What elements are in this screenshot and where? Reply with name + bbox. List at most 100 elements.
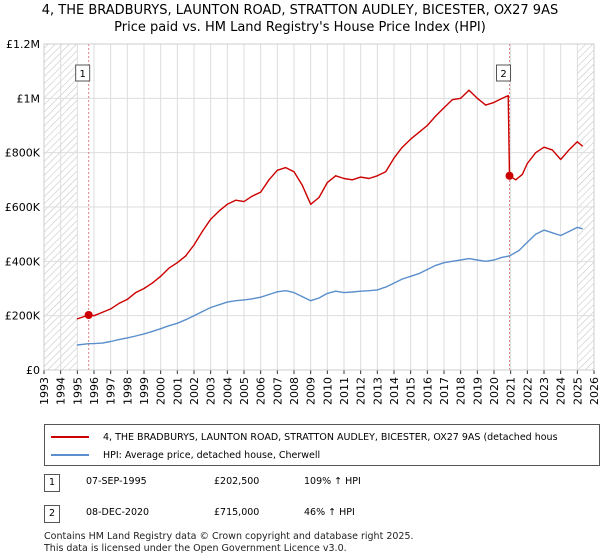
hpi-point — [576, 226, 578, 228]
price-paid-point — [460, 97, 462, 99]
x-tick-label: 2015 — [405, 377, 418, 405]
hpi-point — [401, 278, 403, 280]
sale-price: £202,500 — [214, 476, 260, 487]
price-paid-point — [335, 175, 337, 177]
hpi-point — [501, 256, 503, 258]
price-paid-point — [535, 152, 537, 154]
hpi-point — [210, 306, 212, 309]
hpi-point — [243, 299, 245, 301]
hpi-point — [526, 241, 528, 243]
price-paid-point — [126, 298, 128, 300]
legend: 4, THE BRADBURYS, LAUNTON ROAD, STRATTON… — [44, 424, 600, 466]
sale-date: 08-DEC-2020 — [86, 507, 150, 518]
hpi-point — [318, 297, 320, 299]
hpi-point — [360, 290, 362, 292]
sale-label-box — [496, 64, 511, 82]
price-paid-point — [135, 291, 137, 294]
hpi-point — [335, 290, 337, 292]
hpi-point — [343, 291, 345, 294]
footer-licence: This data is licensed under the Open Gov… — [44, 543, 347, 554]
sale-hpi-change: 46% ↑ HPI — [304, 507, 355, 518]
x-tick-label: 2021 — [505, 377, 518, 405]
hpi-point — [118, 338, 120, 341]
x-tick-label: 2006 — [255, 377, 268, 405]
price-paid-point — [401, 146, 403, 148]
legend-red-swatch — [51, 436, 89, 438]
sale-price: £715,000 — [214, 507, 260, 518]
price-paid-point — [210, 218, 212, 220]
price-paid-point — [410, 138, 412, 140]
x-tick-label: 2012 — [355, 377, 368, 405]
hpi-point — [251, 298, 253, 300]
hpi-point — [443, 262, 445, 264]
hpi-point — [310, 300, 312, 302]
hpi-point — [93, 343, 95, 345]
x-tick-label: 2020 — [488, 377, 501, 405]
hpi-series-line — [77, 226, 583, 346]
price-paid-point — [418, 131, 420, 133]
price-paid-point — [543, 146, 545, 148]
price-paid-point — [385, 171, 387, 173]
price-paid-point — [251, 195, 253, 197]
hpi-point — [418, 272, 420, 275]
price-paid-point — [168, 267, 170, 269]
y-tick-label: £1M — [17, 92, 41, 105]
hpi-point — [326, 292, 328, 294]
hpi-point — [485, 260, 487, 262]
price-paid-point — [201, 230, 203, 233]
x-tick-label: 2001 — [171, 377, 184, 405]
sale-label-number: 1 — [79, 69, 85, 80]
x-tick-label: 2005 — [238, 377, 251, 405]
hpi-point — [551, 232, 553, 234]
price-paid-point — [551, 149, 553, 151]
price-paid-point — [443, 107, 445, 109]
hpi-point — [293, 291, 295, 294]
hpi-point — [451, 260, 453, 262]
sale-label-box — [75, 64, 91, 82]
hpi-point — [581, 228, 583, 230]
price-paid-point — [515, 179, 517, 181]
hpi-point — [493, 259, 495, 261]
x-tick-label: 1998 — [121, 377, 134, 405]
x-tick-label: 1997 — [105, 377, 118, 405]
hpi-point — [351, 291, 353, 293]
price-paid-point — [451, 99, 453, 101]
price-paid-point — [110, 308, 112, 310]
price-paid-point — [101, 311, 103, 314]
y-tick-label: £1.2M — [6, 38, 40, 51]
price-paid-point — [218, 210, 220, 212]
hpi-point — [276, 291, 278, 293]
hpi-point — [426, 268, 428, 271]
price-paid-point — [393, 157, 395, 159]
hpi-point — [193, 315, 195, 317]
price-paid-point — [351, 179, 353, 181]
x-tick-label: 1995 — [71, 377, 84, 405]
price-paid-point — [376, 175, 378, 177]
sale-label-number: 2 — [500, 69, 506, 80]
hpi-point — [560, 234, 562, 237]
hpi-point — [218, 304, 220, 306]
sale-marker — [505, 171, 514, 180]
x-tick-label: 2023 — [538, 377, 551, 405]
hpi-point — [160, 328, 162, 330]
price-paid-point — [568, 149, 570, 151]
hpi-point — [235, 300, 237, 302]
price-paid-point — [581, 145, 583, 147]
y-tick-label: £0 — [26, 364, 40, 377]
price-paid-point — [343, 177, 345, 180]
x-tick-label: 2022 — [521, 377, 534, 405]
hpi-point — [201, 310, 203, 313]
legend-item-price-paid: 4, THE BRADBURYS, LAUNTON ROAD, STRATTON… — [51, 429, 558, 445]
price-paid-point — [185, 255, 187, 257]
price-paid-point — [576, 141, 578, 143]
hpi-point — [301, 296, 303, 298]
hpi-point — [543, 229, 545, 231]
hpi-point — [143, 333, 145, 335]
price-paid-point — [260, 191, 262, 193]
x-tick-label: 2003 — [205, 377, 218, 405]
price-paid-point — [151, 282, 153, 284]
hpi-point — [435, 264, 437, 267]
price-paid-point — [276, 169, 278, 171]
price-paid-point — [501, 97, 503, 99]
price-paid-point — [526, 162, 528, 165]
